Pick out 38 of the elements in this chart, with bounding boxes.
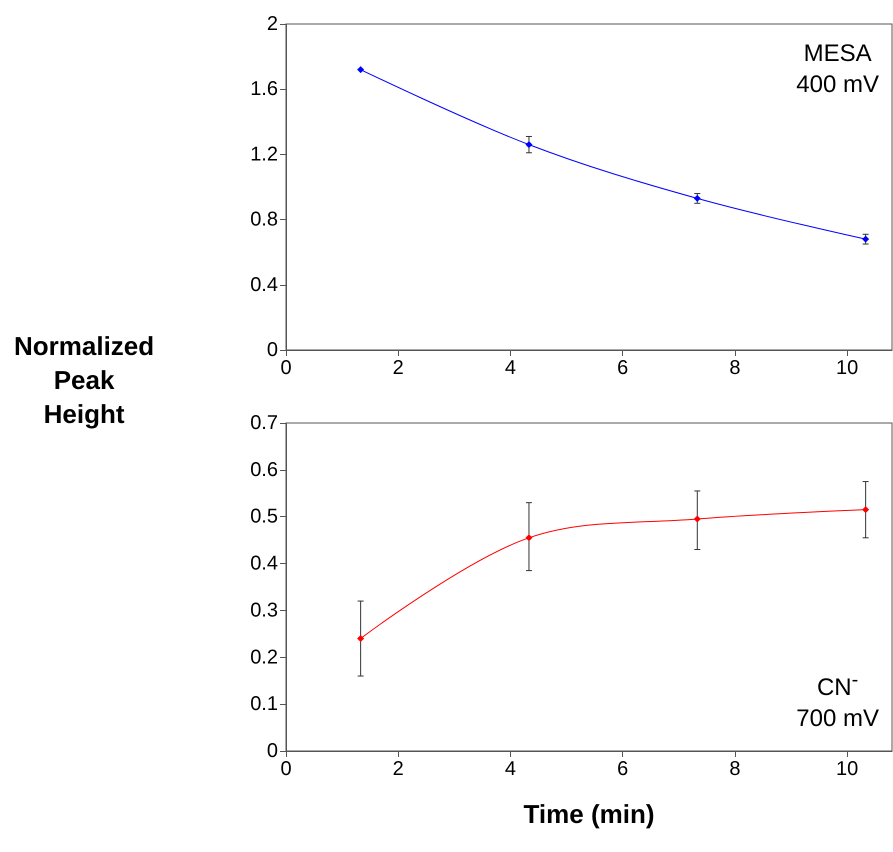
point <box>357 635 364 642</box>
x-tick-label: 10 <box>836 758 858 780</box>
y-tick-label: 1.6 <box>250 78 278 100</box>
y-axis-title: Normalized Peak Height <box>14 330 154 431</box>
x-tick-label: 0 <box>280 357 292 379</box>
y-tick-label: 0.5 <box>250 506 278 528</box>
y-tick-label: 0.8 <box>250 208 278 231</box>
x-tick-label: 8 <box>729 758 740 780</box>
x-tick-label: 6 <box>617 758 628 780</box>
point <box>694 516 701 523</box>
x-tick-label: 2 <box>392 357 404 379</box>
y-tick-label: 0.1 <box>250 693 278 716</box>
point <box>525 141 532 148</box>
y-tick-label: 0 <box>266 339 278 361</box>
point <box>357 66 364 74</box>
x-tick-label: 4 <box>504 758 516 780</box>
x-tick-label: 0 <box>280 758 292 780</box>
point <box>862 236 870 243</box>
x-tick-label: 6 <box>617 357 628 379</box>
annotation: CN$^{-}$ 700 mV <box>796 668 879 734</box>
annotation: MESA 400 mV <box>796 39 879 100</box>
x-tick-label: 10 <box>836 357 858 379</box>
point <box>525 534 532 542</box>
point <box>694 194 701 202</box>
x-tick-label: 2 <box>392 758 404 780</box>
y-tick-label: 0.3 <box>250 599 278 622</box>
y-tick-label: 1.2 <box>250 143 278 166</box>
x-tick-label: 8 <box>729 357 740 379</box>
y-tick-label: 0.4 <box>250 552 278 575</box>
y-tick-label: 0.4 <box>250 274 278 296</box>
y-tick-label: 0.2 <box>250 646 278 668</box>
x-axis-title: Time (min) <box>524 799 654 829</box>
y-tick-label: 0.6 <box>250 458 278 481</box>
y-tick-label: 2 <box>266 13 278 35</box>
x-tick-label: 4 <box>504 357 516 379</box>
point <box>862 506 870 514</box>
y-tick-label: 0 <box>266 740 278 762</box>
y-tick-label: 0.7 <box>250 412 278 434</box>
